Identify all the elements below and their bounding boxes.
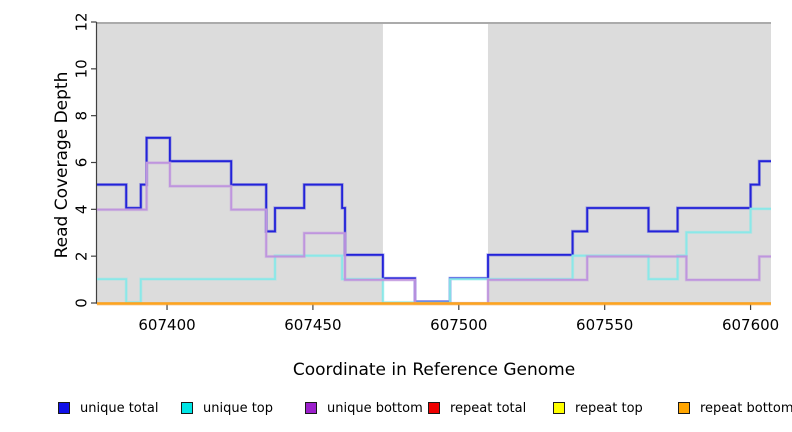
legend-label: unique bottom [327, 400, 423, 416]
series-line-unique-total [97, 136, 771, 303]
x-axis-tick-label: 607400 [138, 316, 195, 334]
legend-item-repeat-top: repeat top [553, 398, 643, 418]
y-axis-title: Read Coverage Depth [52, 71, 72, 259]
legend-label: repeat total [450, 400, 527, 416]
y-axis-tick-label: 0 [73, 298, 91, 308]
legend-item-unique-total: unique total [58, 398, 158, 418]
legend-item-repeat-total: repeat total [428, 398, 526, 418]
legend: unique total unique top unique bottom repea… [0, 398, 792, 422]
legend-swatch-unique-total [58, 402, 70, 414]
legend-label: repeat top [575, 400, 643, 416]
x-axis-tick-label: 607450 [284, 316, 341, 334]
x-axis-tick-label: 607550 [576, 316, 633, 334]
y-axis-tick-label: 8 [73, 111, 91, 121]
x-axis-title: Coordinate in Reference Genome [292, 360, 576, 380]
legend-label: unique top [203, 400, 274, 416]
series-line-unique-top [97, 207, 771, 304]
coverage-gap-band [382, 24, 488, 303]
y-axis-tick-label: 12 [73, 12, 91, 31]
x-axis-tick-label: 607600 [722, 316, 779, 334]
legend-swatch-unique-bottom [305, 402, 317, 414]
legend-item-repeat-bottom: repeat bottom [678, 398, 792, 418]
y-axis-tick-label: 4 [73, 205, 91, 215]
legend-swatch-unique-top [181, 402, 193, 414]
legend-swatch-repeat-total [428, 402, 440, 414]
y-axis-tick-label: 6 [73, 158, 91, 168]
legend-swatch-repeat-top [553, 402, 565, 414]
y-axis-tick-label: 2 [73, 251, 91, 261]
series-line-unique-bottom [97, 161, 771, 305]
legend-label: unique total [80, 400, 159, 416]
legend-label: repeat bottom [700, 400, 792, 416]
x-axis-tick-label: 607500 [430, 316, 487, 334]
legend-item-unique-top: unique top [181, 398, 273, 418]
legend-swatch-repeat-bottom [678, 402, 690, 414]
y-axis-tick-label: 10 [73, 59, 91, 78]
legend-item-unique-bottom: unique bottom [305, 398, 423, 418]
